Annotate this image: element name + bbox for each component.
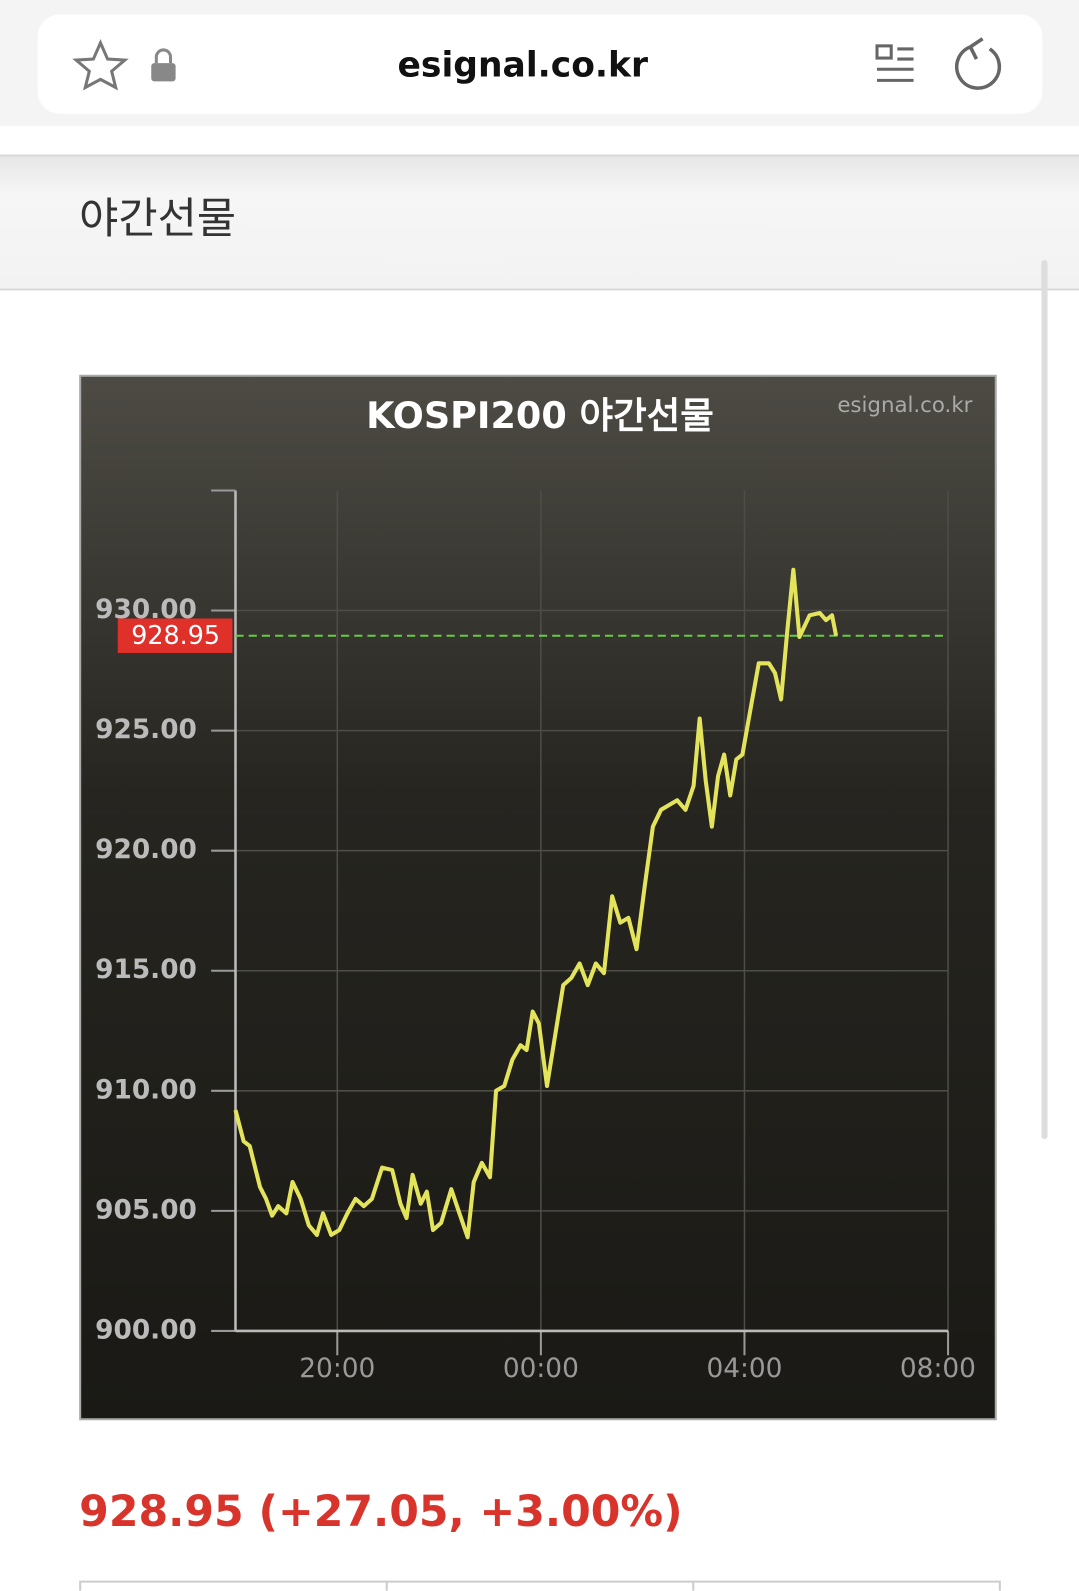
y-tick-label: 900.00 (95, 1315, 197, 1345)
price-line (233, 567, 839, 1240)
reader-icon[interactable] (875, 44, 914, 82)
chart-panel (79, 374, 997, 1421)
scrollbar (1041, 260, 1048, 1140)
watermark: esignal.co.kr (837, 393, 972, 418)
chart-title: KOSPI200 야간선물 (366, 394, 714, 437)
header (0, 154, 1079, 290)
star-icon[interactable] (72, 39, 129, 91)
header-title: 야간선물 (79, 194, 236, 244)
x-tick-label: 04:00 (706, 1354, 782, 1384)
current-label-box (117, 618, 233, 654)
reload-icon[interactable] (954, 37, 1002, 90)
y-tick-label: 920.00 (95, 835, 197, 865)
current-label: 928.95 (131, 620, 220, 650)
x-tick-label: 00:00 (503, 1354, 579, 1384)
x-tick-label: 20:00 (299, 1354, 375, 1384)
address-bar[interactable] (37, 14, 1043, 114)
lock-icon (151, 48, 176, 82)
quote: 928.95 (+27.05, +3.00%) (79, 1487, 682, 1537)
x-tick-label: 08:00 (900, 1354, 976, 1384)
url[interactable]: esignal.co.kr (398, 46, 648, 86)
y-tick-label: 915.00 (95, 955, 197, 985)
y-tick-label: 905.00 (95, 1195, 197, 1225)
table-edge (79, 1580, 1001, 1591)
chart: KOSPI200 야간선물 esignal.co.kr 900.00 905.00… (95, 393, 976, 1384)
y-tick-label: 910.00 (95, 1075, 197, 1105)
y-tick-label: 925.00 (95, 715, 197, 745)
